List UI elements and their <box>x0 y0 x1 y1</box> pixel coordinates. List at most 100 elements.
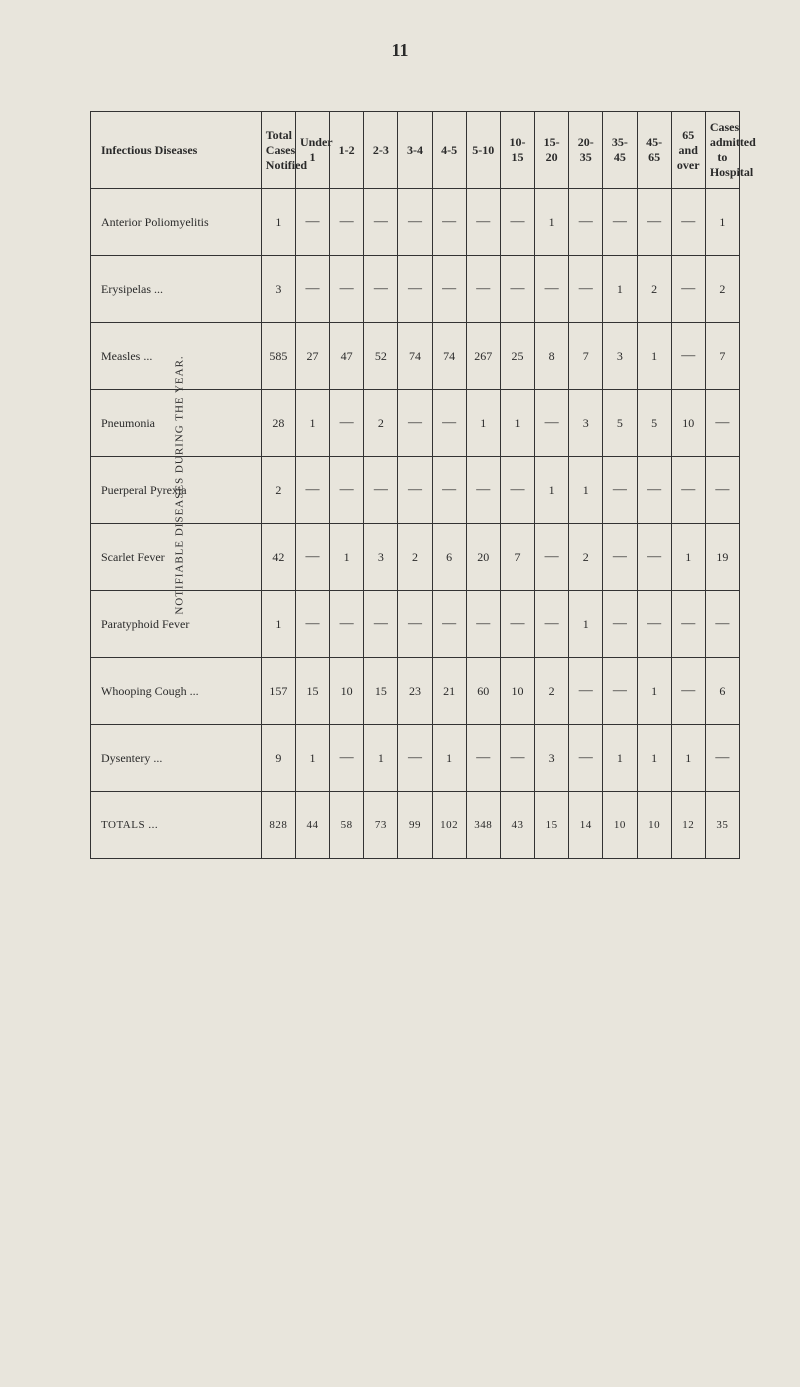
table-cell: 1 <box>603 256 637 323</box>
table-cell: 7 <box>500 524 534 591</box>
table-cell: — <box>500 591 534 658</box>
col-header-under1: Under 1 <box>295 112 329 189</box>
table-cell: — <box>671 189 705 256</box>
table-cell: 15 <box>295 658 329 725</box>
table-cell: — <box>330 591 364 658</box>
totals-cell: 58 <box>330 792 364 859</box>
col-header-10-15: 10-15 <box>500 112 534 189</box>
col-header-3-4: 3-4 <box>398 112 432 189</box>
table-cell: — <box>432 390 466 457</box>
row-label: Dysentery ... <box>91 725 262 792</box>
table-cell: — <box>330 189 364 256</box>
table-cell: — <box>295 524 329 591</box>
table-body: Anterior Poliomyelitis1———————1————1Erys… <box>91 189 740 792</box>
table-cell: 47 <box>330 323 364 390</box>
col-header-4-5: 4-5 <box>432 112 466 189</box>
table-cell: — <box>603 658 637 725</box>
table-cell: 74 <box>398 323 432 390</box>
table-cell: — <box>432 457 466 524</box>
table-cell: 42 <box>261 524 295 591</box>
table-cell: 28 <box>261 390 295 457</box>
table-cell: 1 <box>295 725 329 792</box>
table-row: Measles ...5852747527474267258731—7 <box>91 323 740 390</box>
table-cell: 21 <box>432 658 466 725</box>
table-cell: 157 <box>261 658 295 725</box>
table-cell: 1 <box>637 725 671 792</box>
table-cell: 1 <box>330 524 364 591</box>
table-cell: — <box>603 591 637 658</box>
table-cell: — <box>671 591 705 658</box>
table-cell: — <box>500 256 534 323</box>
table-cell: 6 <box>705 658 739 725</box>
table-cell: 8 <box>535 323 569 390</box>
table-cell: 9 <box>261 725 295 792</box>
table-cell: — <box>295 457 329 524</box>
table-cell: 1 <box>261 189 295 256</box>
table-cell: — <box>637 457 671 524</box>
table-cell: — <box>330 390 364 457</box>
table-cell: — <box>500 725 534 792</box>
table-cell: 5 <box>603 390 637 457</box>
table-row: Whooping Cough ...157151015232160102——1—… <box>91 658 740 725</box>
table-cell: 7 <box>569 323 603 390</box>
table-cell: — <box>364 457 398 524</box>
table-cell: — <box>637 189 671 256</box>
table-cell: — <box>603 457 637 524</box>
table-cell: — <box>364 256 398 323</box>
table-cell: — <box>295 591 329 658</box>
totals-cell: 35 <box>705 792 739 859</box>
table-cell: 1 <box>671 524 705 591</box>
table-row: Anterior Poliomyelitis1———————1————1 <box>91 189 740 256</box>
table-cell: — <box>330 256 364 323</box>
table-row: Erysipelas ...3—————————12—2 <box>91 256 740 323</box>
table-cell: 1 <box>671 725 705 792</box>
table-cell: — <box>398 256 432 323</box>
table-container: NOTIFIABLE DISEASES DURING THE YEAR. Inf… <box>90 111 740 859</box>
table-cell: 1 <box>364 725 398 792</box>
table-cell: 1 <box>705 189 739 256</box>
col-header-5-10: 5-10 <box>466 112 500 189</box>
table-cell: 1 <box>500 390 534 457</box>
table-cell: 3 <box>261 256 295 323</box>
table-cell: — <box>569 256 603 323</box>
table-cell: 1 <box>637 658 671 725</box>
table-cell: — <box>671 323 705 390</box>
table-cell: — <box>535 390 569 457</box>
col-header-total: Total Cases Notified <box>261 112 295 189</box>
table-cell: — <box>535 591 569 658</box>
table-cell: — <box>535 256 569 323</box>
totals-cell: 15 <box>535 792 569 859</box>
col-header-20-35: 20-35 <box>569 112 603 189</box>
table-cell: — <box>432 591 466 658</box>
table-cell: — <box>500 457 534 524</box>
table-cell: 3 <box>364 524 398 591</box>
table-cell: 7 <box>705 323 739 390</box>
disease-table: Infectious Diseases Total Cases Notified… <box>90 111 740 859</box>
table-cell: — <box>295 189 329 256</box>
table-cell: — <box>500 189 534 256</box>
row-label: Whooping Cough ... <box>91 658 262 725</box>
table-cell: 23 <box>398 658 432 725</box>
table-cell: 74 <box>432 323 466 390</box>
table-cell: — <box>295 256 329 323</box>
table-cell: 25 <box>500 323 534 390</box>
table-cell: — <box>637 524 671 591</box>
totals-cell: 99 <box>398 792 432 859</box>
row-label: Erysipelas ... <box>91 256 262 323</box>
table-cell: — <box>637 591 671 658</box>
table-cell: 1 <box>295 390 329 457</box>
table-cell: — <box>330 725 364 792</box>
totals-row: TOTALS ... 828 44 58 73 99 102 348 43 15… <box>91 792 740 859</box>
table-cell: — <box>466 457 500 524</box>
table-cell: 10 <box>500 658 534 725</box>
side-caption: NOTIFIABLE DISEASES DURING THE YEAR. <box>174 355 186 614</box>
table-cell: — <box>466 591 500 658</box>
table-cell: — <box>398 591 432 658</box>
totals-cell: 828 <box>261 792 295 859</box>
table-cell: 60 <box>466 658 500 725</box>
table-cell: 3 <box>569 390 603 457</box>
col-header-hospital: Cases admitted to Hospital <box>705 112 739 189</box>
table-cell: 1 <box>261 591 295 658</box>
table-cell: — <box>398 725 432 792</box>
table-cell: — <box>569 725 603 792</box>
